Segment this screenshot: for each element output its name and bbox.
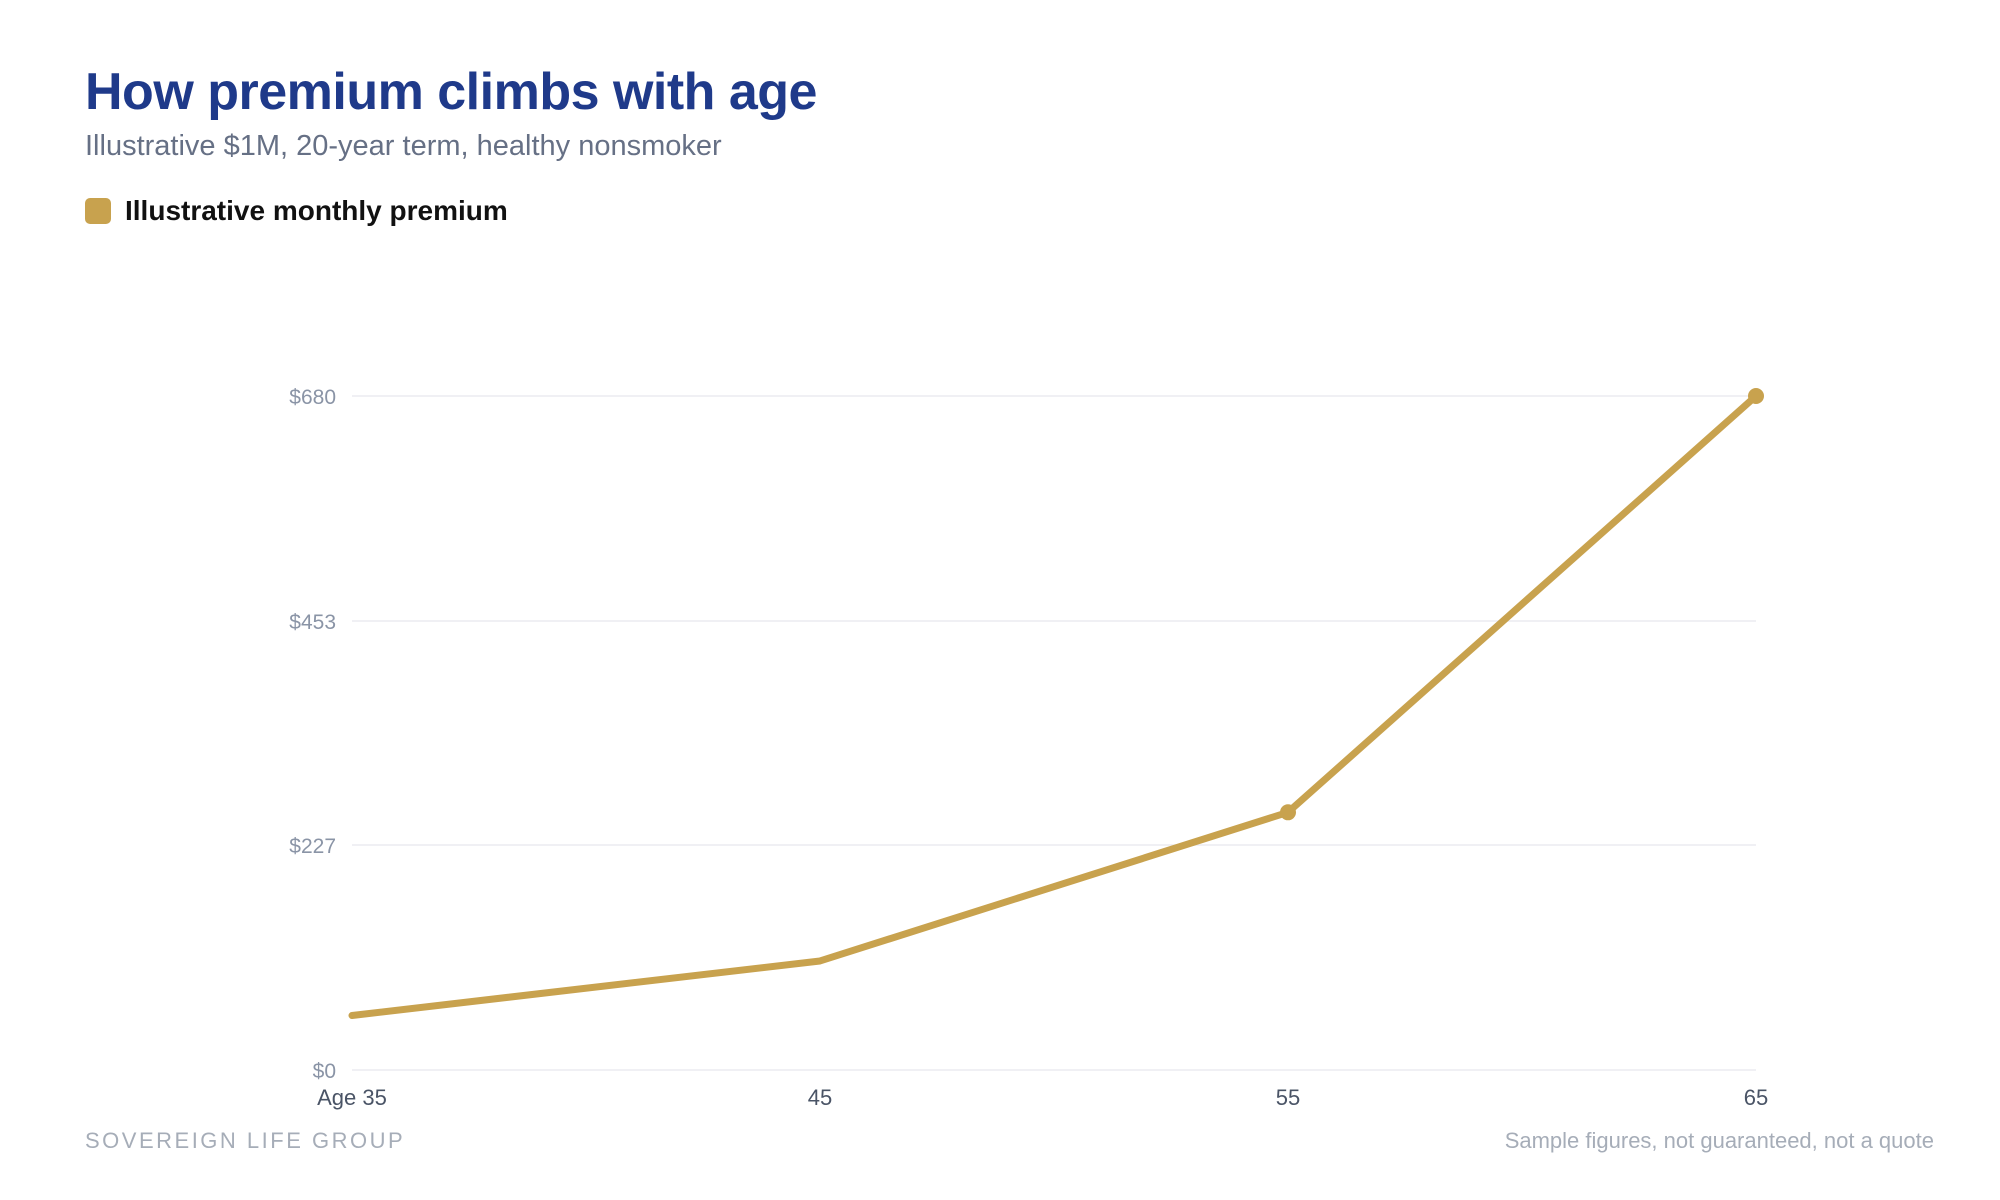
data-point xyxy=(1748,388,1764,404)
chart-subtitle: Illustrative $1M, 20-year term, healthy … xyxy=(85,130,722,162)
series-line xyxy=(348,392,1760,1019)
footer-brand: SOVEREIGN LIFE GROUP xyxy=(85,1128,406,1153)
footer-disclaimer: Sample figures, not guaranteed, not a qu… xyxy=(1504,1128,1934,1153)
x-tick-label: 55 xyxy=(1276,1085,1300,1110)
y-tick-label: $680 xyxy=(289,386,336,409)
y-tick-label: $227 xyxy=(289,835,336,858)
x-tick-label: 45 xyxy=(808,1085,832,1110)
legend: Illustrative monthly premium xyxy=(85,195,508,227)
x-tick-label: Age 35 xyxy=(317,1085,387,1110)
y-tick-label: $453 xyxy=(289,611,336,634)
chart-title: How premium climbs with age xyxy=(85,63,817,121)
x-axis-ticks: Age 35 45 55 65 xyxy=(317,1085,1768,1110)
legend-swatch xyxy=(85,198,111,224)
y-axis-ticks: $0 $227 $453 $680 xyxy=(289,386,336,1083)
grid-lines xyxy=(352,395,1756,1071)
legend-label: Illustrative monthly premium xyxy=(125,195,508,226)
series-layer xyxy=(348,388,1764,1019)
y-tick-label: $0 xyxy=(313,1060,336,1083)
data-point xyxy=(1280,804,1296,821)
x-tick-label: 65 xyxy=(1744,1085,1768,1110)
